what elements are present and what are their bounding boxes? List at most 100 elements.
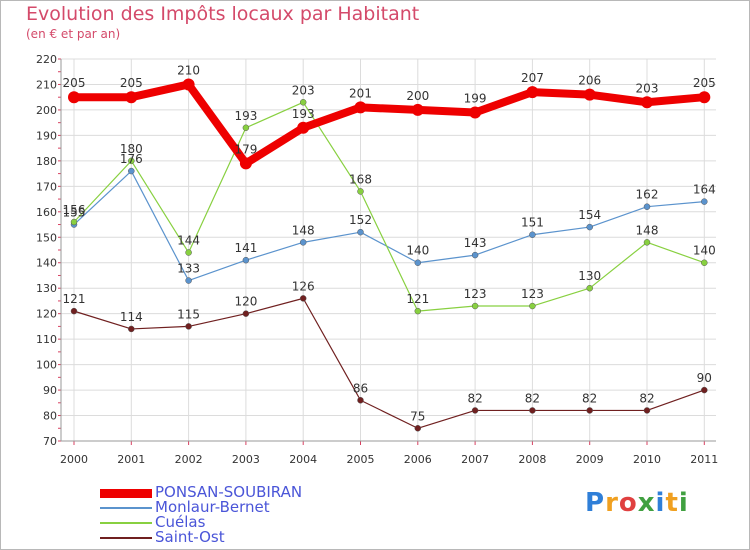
data-point [125,91,138,104]
legend-swatch [100,522,152,524]
data-point [242,310,250,317]
x-tick-label: 2010 [633,453,661,466]
x-tick-label: 2008 [518,453,546,466]
logo-letter: r [605,488,619,518]
data-point [414,307,422,315]
data-point [128,157,135,165]
x-tick-label: 2001 [117,453,145,466]
data-point [643,407,651,414]
data-label: 82 [467,391,482,405]
data-label: 203 [636,81,659,95]
data-point [529,231,536,238]
x-tick-label: 2003 [232,453,260,466]
y-tick-label: 220 [36,53,57,66]
data-label: 123 [521,287,544,301]
data-label: 207 [521,71,544,85]
logo-letter: o [618,488,638,518]
data-point [526,86,539,99]
logo-letter: t [665,488,679,518]
proxiti-logo: Proxiti [585,488,689,518]
data-label: 179 [234,142,257,156]
legend-swatch [100,507,152,509]
data-label: 148 [292,223,315,237]
data-point [182,78,195,91]
x-tick-label: 2004 [289,453,317,466]
data-point [471,302,479,310]
y-tick-label: 90 [43,384,57,397]
data-point [529,407,536,414]
data-label: 133 [177,262,200,276]
data-point [469,106,482,119]
data-label: 203 [292,83,315,97]
data-label: 114 [120,310,143,324]
chart-title: Evolution des Impôts locaux par Habitant [26,3,420,25]
data-label: 121 [406,292,429,306]
data-label: 205 [693,76,716,90]
data-point [185,277,192,284]
data-label: 193 [292,107,315,121]
legend-swatch [100,537,152,539]
data-point [701,259,708,266]
data-label: 200 [406,89,429,103]
data-point [357,188,364,195]
x-tick-label: 2009 [576,453,604,466]
y-tick-label: 100 [36,359,57,372]
series-line [73,170,705,282]
data-label: 164 [693,183,716,197]
data-point [586,407,593,414]
data-point [70,307,78,315]
data-label: 75 [410,409,425,423]
data-point [185,249,192,256]
data-label: 162 [636,188,659,202]
y-tick-label: 210 [36,78,57,91]
data-label: 148 [636,223,659,237]
logo-letter: i [655,488,666,518]
data-point [185,323,192,330]
x-tick-label: 2011 [690,453,718,466]
data-label: 199 [464,91,487,105]
data-point [529,302,536,310]
y-tick-label: 160 [36,206,57,219]
series-line [73,101,705,312]
data-label: 141 [234,241,257,255]
y-tick-label: 140 [36,257,57,270]
y-tick-label: 190 [36,129,57,142]
data-point [68,91,80,104]
legend-label: Monlaur-Bernet [155,498,270,516]
logo-letter: i [678,488,689,518]
data-point [354,101,367,114]
data-point [414,259,422,266]
data-label: 126 [292,279,315,293]
data-point [643,239,651,246]
data-label: 193 [234,109,257,123]
x-tick-label: 2006 [404,453,432,466]
data-point [242,256,250,264]
data-label: 144 [177,234,200,248]
data-label: 206 [578,74,601,88]
series-line [70,80,709,168]
data-label: 151 [521,216,544,230]
y-tick-label: 110 [36,333,57,346]
data-label: 201 [349,86,372,100]
data-label: 205 [120,76,143,90]
data-point [299,99,307,106]
y-tick-label: 130 [36,282,57,295]
data-label: 86 [353,381,368,395]
x-tick-label: 2000 [60,453,88,466]
data-point [299,295,307,302]
data-label: 143 [464,236,487,250]
data-label: 121 [63,292,86,306]
data-label: 130 [578,269,601,283]
x-tick-label: 2002 [175,453,203,466]
legend-label: PONSAN-SOUBIRAN [155,483,303,501]
data-point [643,203,651,210]
data-point [239,157,252,170]
x-tick-label: 2007 [461,453,489,466]
data-point [70,218,78,226]
data-point [128,167,135,175]
y-tick-label: 120 [36,308,57,321]
data-label: 90 [697,371,712,385]
y-tick-label: 80 [43,410,57,423]
data-label: 168 [349,172,372,186]
